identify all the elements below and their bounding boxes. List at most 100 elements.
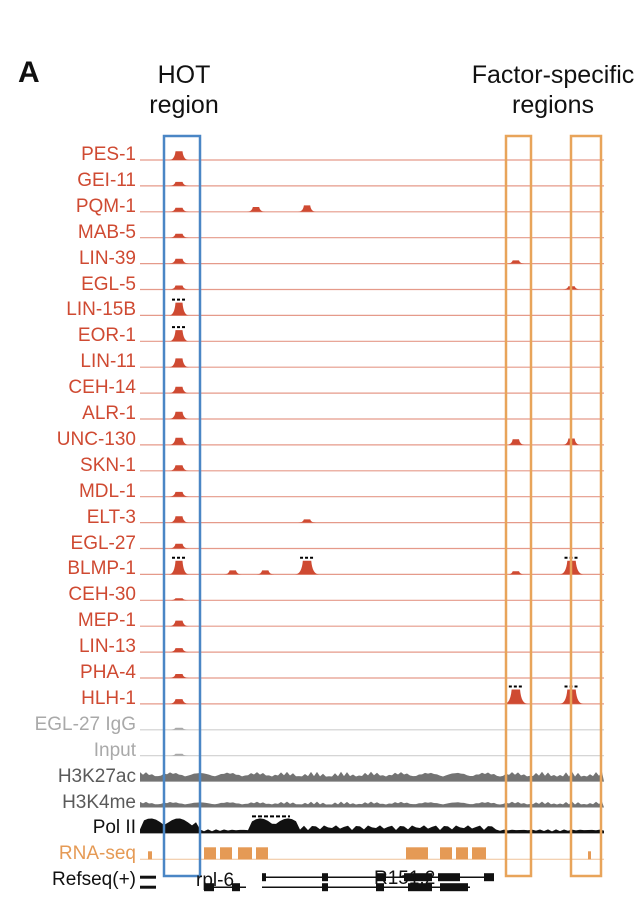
hot-peak-egl-27-igg xyxy=(169,727,189,730)
peak-blmp-1 xyxy=(506,571,525,575)
track-label-egl-5: EGL-5 xyxy=(81,273,136,295)
track-label-lin-11: LIN-11 xyxy=(80,351,136,373)
hot-region-title-line2: region xyxy=(149,91,219,119)
track-label-pha-4: PHA-4 xyxy=(80,662,136,683)
hot-peak-pqm-1 xyxy=(169,207,189,212)
peak-pqm-1 xyxy=(247,207,265,212)
track-label-ceh-14: CEH-14 xyxy=(68,377,136,399)
histone-signal-h3k27ac xyxy=(140,771,604,782)
track-label-blmp-1: BLMP-1 xyxy=(67,558,136,580)
hot-peak-pes-1 xyxy=(169,151,189,160)
track-label-h3k27ac: H3K27ac xyxy=(57,765,136,787)
hot-peak-mab-5 xyxy=(169,233,189,238)
hot-peak-egl-27 xyxy=(169,543,189,549)
track-label-input: Input xyxy=(93,739,136,761)
hot-peak-pha-4 xyxy=(169,674,189,678)
hot-peak-lin-13 xyxy=(169,648,189,653)
refseq-exon xyxy=(262,873,266,882)
hot-region-title: HOT region xyxy=(134,60,234,120)
factor-specific-regions-title: Factor-specific regions xyxy=(458,60,642,120)
track-label-egl-27: EGL-27 xyxy=(70,532,136,554)
refseq-exon xyxy=(204,883,214,892)
track-label-ceh-30: CEH-30 xyxy=(68,584,136,606)
track-label-elt-3: ELT-3 xyxy=(86,506,136,528)
hot-peak-blmp-1 xyxy=(169,560,189,575)
refseq-exon xyxy=(404,873,432,882)
refseq-exon xyxy=(376,873,386,882)
peak-blmp-1 xyxy=(223,570,242,575)
track-label-mdl-1: MDL-1 xyxy=(78,480,136,502)
peak-elt-3 xyxy=(298,519,317,523)
refseq-exon xyxy=(408,883,432,892)
hot-region-box xyxy=(162,134,202,878)
track-label-eor-1: EOR-1 xyxy=(77,325,136,347)
factor-regions-title-line2: regions xyxy=(512,91,594,119)
rnaseq-block xyxy=(220,847,232,860)
track-label-h3k4me: H3K4me xyxy=(62,791,136,813)
track-label-pes-1: PES-1 xyxy=(81,144,136,165)
track-label-alr-1: ALR-1 xyxy=(82,403,136,424)
rnaseq-block xyxy=(204,847,216,860)
refseq-exon xyxy=(232,883,240,892)
refseq-exon xyxy=(438,873,460,882)
peak-pqm-1 xyxy=(298,205,317,212)
hot-peak-unc-130 xyxy=(169,437,189,445)
track-label-lin-39: LIN-39 xyxy=(78,247,136,269)
peak-unc-130 xyxy=(506,439,525,445)
track-label-pol-ii: Pol II xyxy=(92,817,136,839)
rnaseq-block xyxy=(456,847,468,860)
hot-peak-eor-1 xyxy=(169,330,189,342)
track-label-rna-seq: RNA-seq xyxy=(58,843,136,865)
factor-region-box-2 xyxy=(569,134,603,878)
peak-blmp-1 xyxy=(256,570,275,575)
hot-peak-alr-1 xyxy=(169,411,189,419)
hot-peak-hlh-1 xyxy=(169,699,189,704)
refseq-exon xyxy=(440,883,460,892)
hot-peak-elt-3 xyxy=(169,516,189,523)
gene-label-rpl-6: rpl-6 xyxy=(196,870,235,891)
gene-label-r151-2: R151.2 xyxy=(374,868,436,889)
hot-peak-ceh-30 xyxy=(169,598,189,601)
hot-peak-lin-39 xyxy=(169,258,189,264)
track-label-hlh-1: HLH-1 xyxy=(81,687,136,709)
peak-blmp-1 xyxy=(295,560,320,575)
hot-peak-gei-11 xyxy=(169,181,189,186)
track-label-egl-27-igg: EGL-27 IgG xyxy=(34,713,136,735)
hot-peak-mep-1 xyxy=(169,620,189,627)
refseq-exon xyxy=(322,883,328,892)
rnaseq-block xyxy=(472,847,486,860)
rnaseq-block xyxy=(238,847,252,860)
panel-label: A xyxy=(18,56,40,89)
hot-peak-lin-15b xyxy=(169,302,189,316)
factor-region-box-1 xyxy=(504,134,533,878)
hot-peak-mdl-1 xyxy=(169,491,189,497)
hot-region-title-line1: HOT xyxy=(157,61,211,89)
hot-peak-lin-11 xyxy=(169,358,189,368)
track-label-skn-1: SKN-1 xyxy=(80,454,136,476)
factor-regions-title-line1: Factor-specific xyxy=(471,61,635,89)
histone-signal-h3k4me xyxy=(140,801,604,808)
hot-peak-ceh-14 xyxy=(169,386,189,394)
track-label-lin-13: LIN-13 xyxy=(78,636,136,658)
track-label-pqm-1: PQM-1 xyxy=(75,195,136,217)
polii-signal xyxy=(140,818,604,834)
track-label-mab-5: MAB-5 xyxy=(77,221,136,243)
refseq-exon xyxy=(460,883,468,892)
refseq-exon xyxy=(322,873,328,882)
track-label-unc-130: UNC-130 xyxy=(56,428,136,450)
rnaseq-block xyxy=(256,847,268,860)
hot-peak-skn-1 xyxy=(169,465,189,471)
rnaseq-block xyxy=(588,851,591,860)
peak-hlh-1 xyxy=(503,689,528,704)
track-label-lin-15b: LIN-15B xyxy=(66,299,136,321)
track-label-refseq-: Refseq(+) xyxy=(52,869,136,891)
refseq-exon xyxy=(376,883,384,892)
track-label-mep-1: MEP-1 xyxy=(77,610,136,632)
refseq-exon xyxy=(484,873,494,882)
track-label-gei-11: GEI-11 xyxy=(77,169,136,191)
rnaseq-block xyxy=(406,847,428,860)
peak-lin-39 xyxy=(506,260,525,264)
hot-peak-egl-5 xyxy=(169,285,189,290)
hot-peak-input xyxy=(169,753,189,756)
